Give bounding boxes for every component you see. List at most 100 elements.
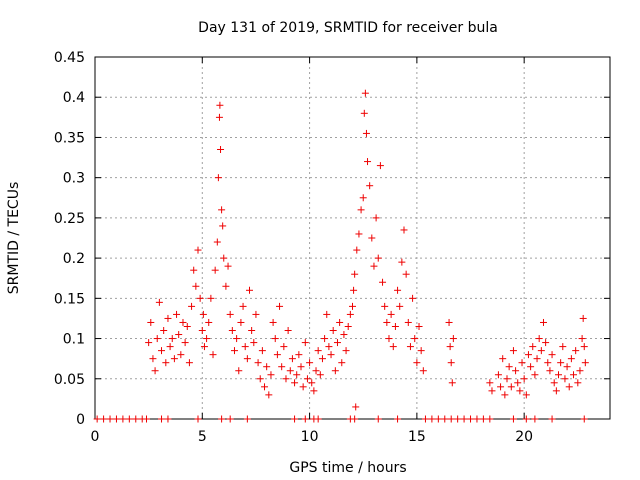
data-point: [100, 415, 108, 423]
data-point: [241, 343, 249, 351]
data-point: [413, 359, 421, 367]
data-point: [329, 327, 337, 335]
data-point: [539, 318, 547, 326]
data-point: [239, 302, 247, 310]
data-point: [379, 278, 387, 286]
data-point: [217, 146, 225, 154]
data-point: [516, 387, 524, 395]
data-point: [252, 310, 260, 318]
data-point: [346, 310, 354, 318]
data-point: [230, 347, 238, 355]
data-point: [518, 359, 526, 367]
data-point: [211, 266, 219, 274]
data-point: [273, 351, 281, 359]
data-point: [533, 355, 541, 363]
data-point: [505, 363, 513, 371]
data-point: [280, 343, 288, 351]
data-point: [192, 282, 200, 290]
data-point: [559, 343, 567, 351]
data-point: [301, 415, 309, 423]
data-point: [524, 351, 532, 359]
data-point: [226, 310, 234, 318]
data-point: [190, 266, 198, 274]
data-point: [454, 415, 462, 423]
data-point: [376, 162, 384, 170]
data-point: [428, 415, 436, 423]
data-point: [449, 335, 457, 343]
y-axis-label: SRMTID / TECUs: [6, 182, 22, 295]
data-point: [359, 194, 367, 202]
data-point: [351, 270, 359, 278]
data-point: [297, 363, 305, 371]
data-point: [235, 367, 243, 375]
data-point: [106, 415, 114, 423]
data-point: [404, 318, 412, 326]
data-point: [258, 347, 266, 355]
data-point: [441, 415, 449, 423]
data-point: [246, 286, 253, 294]
data-point: [419, 367, 427, 375]
data-point: [494, 371, 502, 379]
data-point: [194, 246, 202, 254]
data-point: [243, 415, 251, 423]
data-point: [222, 282, 230, 290]
data-point: [175, 331, 183, 339]
data-point: [520, 375, 528, 383]
data-point: [314, 347, 322, 355]
data-point: [314, 415, 322, 423]
data-point: [366, 182, 374, 190]
data-point: [291, 415, 299, 423]
y-tick-label: 0.3: [63, 171, 85, 187]
data-point: [578, 335, 586, 343]
data-point: [299, 383, 307, 391]
data-point: [218, 415, 226, 423]
data-point: [514, 379, 522, 387]
data-point: [467, 415, 475, 423]
data-point: [158, 347, 166, 355]
data-point: [529, 343, 537, 351]
data-point: [263, 363, 271, 371]
data-point: [350, 286, 358, 294]
data-point: [228, 327, 236, 335]
data-point: [488, 387, 496, 395]
data-point: [327, 351, 335, 359]
data-point: [486, 415, 494, 423]
data-point: [271, 335, 279, 343]
data-point: [340, 331, 348, 339]
x-tick-label: 5: [198, 429, 207, 445]
data-point: [215, 113, 223, 121]
data-point: [497, 383, 505, 391]
data-point: [209, 351, 217, 359]
y-tick-label: 0.25: [54, 211, 85, 227]
data-point: [214, 174, 222, 182]
data-point: [563, 363, 571, 371]
data-point: [250, 339, 258, 347]
data-point: [527, 363, 535, 371]
data-point: [503, 375, 511, 383]
data-point: [557, 359, 565, 367]
data-point: [342, 347, 350, 355]
data-point: [360, 109, 368, 117]
data-point: [132, 415, 140, 423]
data-point: [374, 415, 382, 423]
data-point: [447, 415, 455, 423]
data-point: [200, 343, 208, 351]
data-point: [219, 222, 227, 230]
data-point: [581, 359, 589, 367]
data-point: [248, 327, 256, 335]
data-point: [383, 318, 391, 326]
data-point: [293, 371, 301, 379]
data-point: [181, 339, 189, 347]
data-point: [261, 383, 269, 391]
data-point: [162, 359, 170, 367]
data-point: [112, 415, 120, 423]
data-point: [535, 335, 543, 343]
x-tick-label: 20: [515, 429, 533, 445]
data-point: [282, 375, 290, 383]
y-tick-label: 0.2: [63, 251, 85, 267]
data-point: [254, 359, 262, 367]
data-point: [374, 254, 382, 262]
data-point: [548, 415, 556, 423]
data-point: [531, 371, 539, 379]
data-point: [269, 318, 277, 326]
